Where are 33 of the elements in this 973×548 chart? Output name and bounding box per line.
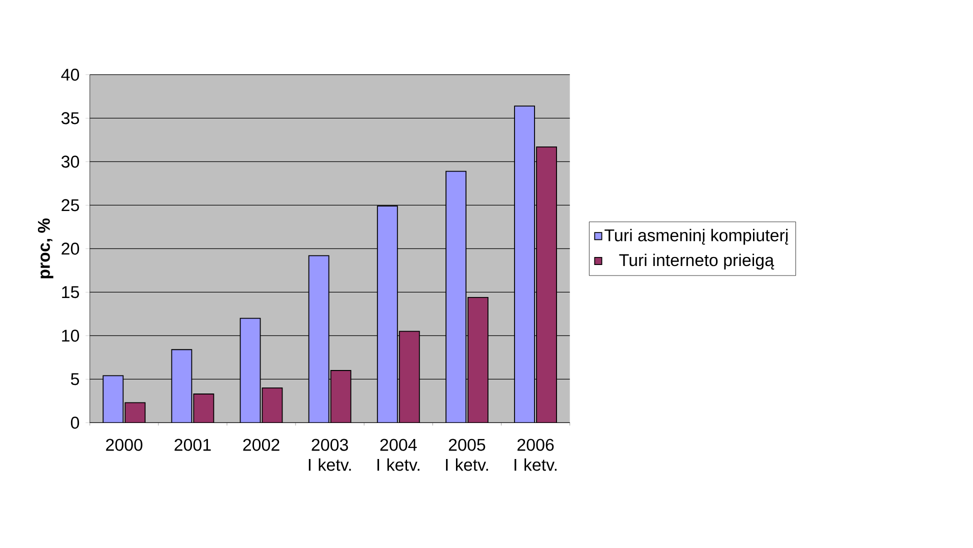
bar — [536, 146, 557, 423]
bar — [194, 394, 214, 423]
y-tick-label: 30 — [61, 156, 80, 168]
y-tick-label: 15 — [62, 286, 79, 298]
bar — [125, 402, 146, 423]
y-tick-label: 5 — [70, 373, 79, 386]
legend-label: Turi interneto prieigą — [619, 254, 774, 270]
x-tick-label: 2002 — [243, 438, 280, 451]
bar — [330, 370, 351, 423]
legend-label: Turi asmeninį kompiuterį — [604, 228, 788, 245]
bar — [446, 171, 466, 423]
y-tick-label: 25 — [62, 199, 79, 212]
y-axis-title: proc, % — [38, 218, 54, 278]
bar — [240, 318, 260, 423]
x-tick-label: 2000 — [106, 438, 142, 451]
bar — [103, 376, 124, 423]
y-tick-label: 40 — [61, 68, 80, 81]
bar — [514, 106, 535, 423]
bar — [172, 350, 192, 423]
x-tick-label: 2001 — [174, 438, 211, 451]
y-tick-label: 10 — [62, 330, 80, 342]
y-tick-label: 35 — [61, 112, 79, 124]
y-tick-label: 20 — [62, 242, 80, 255]
bar — [377, 206, 398, 423]
bar — [399, 331, 420, 423]
x-tick-label: 2004 I ketv. — [377, 438, 420, 471]
bar — [468, 297, 488, 423]
y-tick-label: 0 — [70, 416, 80, 429]
x-tick-label: 2005 I ketv. — [446, 438, 488, 471]
x-tick-label: 2003 I ketv. — [308, 438, 351, 471]
bar — [262, 388, 282, 423]
bar — [308, 256, 329, 423]
x-tick-label: 2006 I ketv. — [514, 438, 557, 471]
